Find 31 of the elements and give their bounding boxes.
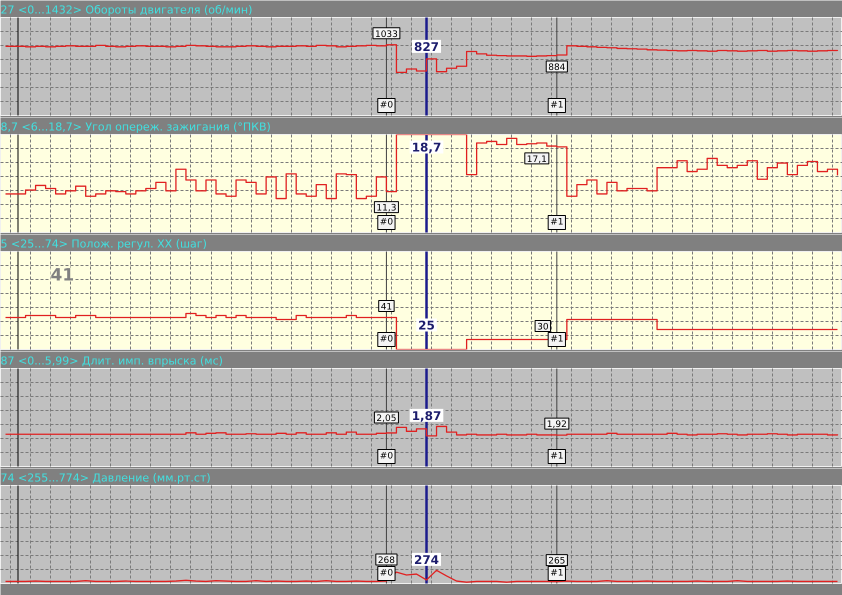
annotation: #0 <box>380 334 394 344</box>
chart-title: 5 <25...74> Полож. регул. XX (шаг) <box>0 238 207 250</box>
data-label: 1,87 <box>412 408 442 423</box>
data-label: 1033 <box>374 30 398 40</box>
annotation: #0 <box>380 100 394 110</box>
chart-title: 8,7 <6...18,7> Угол опереж. зажигания (°ПКВ) <box>0 120 271 134</box>
data-label: 274 <box>414 552 440 567</box>
data-label: 11,3 <box>376 204 396 214</box>
annotation: 41 <box>50 266 74 286</box>
annotation: #0 <box>380 452 394 462</box>
annotation: #0 <box>380 218 394 228</box>
data-label: 41 <box>380 302 392 312</box>
data-label: 884 <box>548 63 566 74</box>
chart-title: 74 <255...774> Давление (мм.рт.ст) <box>0 472 211 484</box>
data-label: 827 <box>414 40 440 54</box>
annotation: #1 <box>550 568 564 578</box>
data-label: 2,05 <box>376 414 396 424</box>
chart-title: 27 <0...1432> Обороты двигателя (об/мин) <box>0 4 252 16</box>
data-label: 265 <box>548 556 566 567</box>
annotation: #1 <box>550 334 564 344</box>
data-label: 30 <box>537 322 549 332</box>
data-label: 18,7 <box>412 140 442 154</box>
annotation: #1 <box>550 452 564 462</box>
annotation: #1 <box>550 100 564 110</box>
annotation: #1 <box>550 218 564 228</box>
annotation: #0 <box>380 568 394 578</box>
data-label: 25 <box>418 318 435 332</box>
chart-title: 87 <0...5,99> Длит. имп. впрыска (мс) <box>0 354 223 368</box>
data-label: 1,92 <box>546 420 567 430</box>
data-label: 17,1 <box>526 154 547 165</box>
data-label: 268 <box>378 556 396 566</box>
